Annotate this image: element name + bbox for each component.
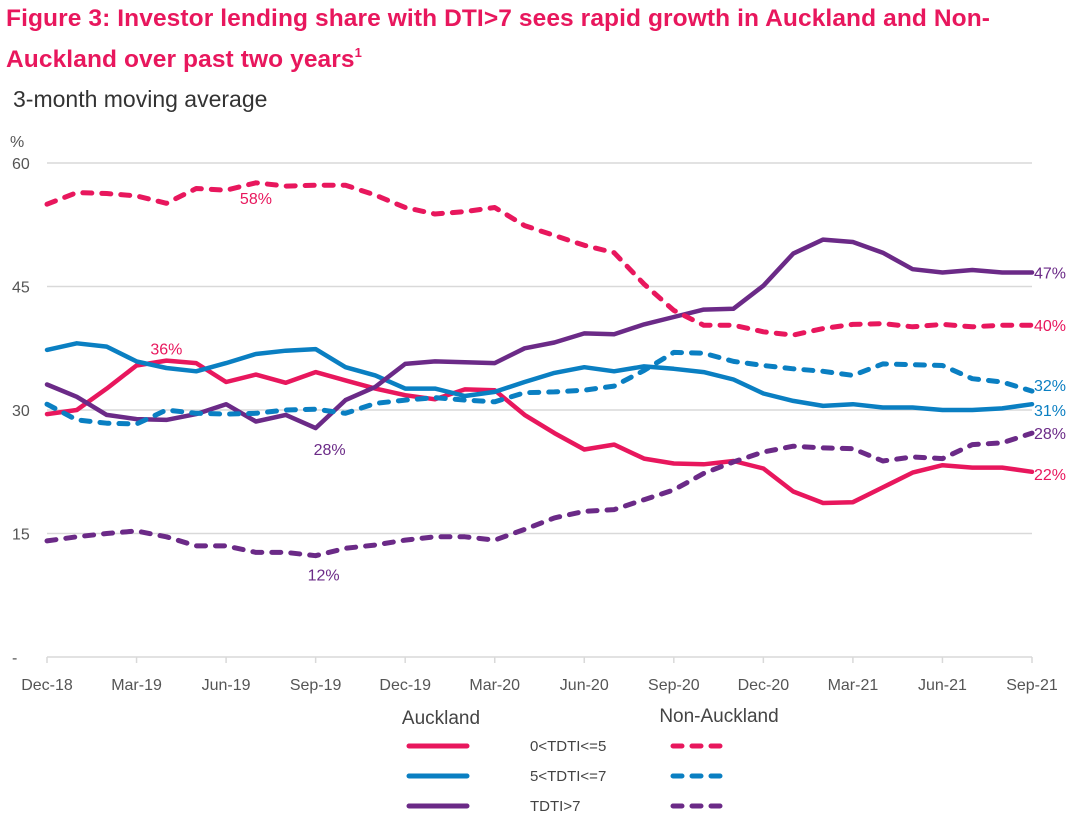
x-tick-label: Sep-21: [1006, 677, 1058, 694]
chart-title: Figure 3: Investor lending share with DT…: [6, 2, 1085, 77]
legend-label: 5<TDTI<=7: [530, 768, 606, 785]
data-label: 36%: [150, 342, 182, 359]
data-label: 28%: [314, 442, 346, 459]
x-tick-label: Jun-19: [202, 677, 251, 694]
series-line-auckland-2: [44, 237, 1035, 431]
y-tick-label: 45: [12, 280, 30, 297]
y-tick-label: 15: [12, 527, 30, 544]
x-tick-label: Jun-20: [560, 677, 609, 694]
data-label: 32%: [1034, 378, 1066, 395]
series-line-non-auckland-3: [44, 180, 1035, 338]
legend: Auckland Non-Auckland 0<TDTI<=5 5<TDTI<=7 TD…: [402, 706, 779, 815]
data-label: 28%: [1034, 426, 1066, 443]
data-label: 12%: [308, 568, 340, 585]
legend-header-auckland: Auckland: [402, 708, 480, 729]
x-tick-label: Sep-20: [648, 677, 700, 694]
x-tick-label: Sep-19: [290, 677, 342, 694]
data-labels: 58% 36% 28% 12% 47% 40% 32% 31% 28% 22%: [150, 191, 1066, 585]
data-label: 47%: [1034, 266, 1066, 283]
x-tick-label: Mar-20: [469, 677, 520, 694]
series-line-non-auckland-4: [44, 349, 1035, 427]
series-line-non-auckland-5: [44, 430, 1035, 559]
x-tick-label: Dec-20: [738, 677, 790, 694]
chart-title-text: Figure 3: Investor lending share with DT…: [6, 5, 991, 73]
series-line-auckland-0: [44, 358, 1035, 506]
x-tick-label: Dec-19: [379, 677, 431, 694]
legend-header-non-auckland: Non-Auckland: [659, 706, 778, 727]
legend-label: TDTI>7: [530, 798, 580, 815]
data-label: 31%: [1034, 403, 1066, 420]
legend-label: 0<TDTI<=5: [530, 738, 606, 755]
y-tick-label: 60: [12, 156, 30, 173]
x-tick-label: Mar-21: [828, 677, 879, 694]
footnote-marker: 1: [354, 45, 362, 60]
gridlines: [47, 162, 1032, 535]
x-tick-label: Dec-18: [21, 677, 73, 694]
axes: % - 15 30 45 60 Dec-18 Mar-19 Jun-19 Sep-19 Dec-19…: [10, 134, 1058, 694]
y-tick-label: -: [12, 650, 17, 667]
data-label: 22%: [1034, 467, 1066, 484]
y-tick-label: 30: [12, 403, 30, 420]
data-label: 58%: [240, 191, 272, 208]
data-label: 40%: [1034, 318, 1066, 335]
series-lines: [44, 180, 1035, 559]
series-line-auckland-1: [44, 341, 1035, 413]
x-tick-label: Mar-19: [111, 677, 162, 694]
chart-subtitle: 3-month moving average: [13, 86, 268, 112]
x-tick-label: Jun-21: [918, 677, 967, 694]
y-axis-label: %: [10, 134, 24, 151]
